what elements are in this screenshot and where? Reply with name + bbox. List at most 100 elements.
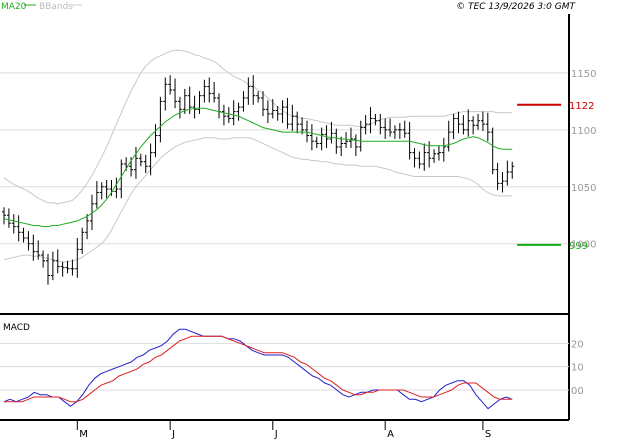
legend-ma20: MA20 xyxy=(1,2,27,12)
x-tick-label: S xyxy=(485,429,491,440)
ohlc-bar xyxy=(388,118,393,137)
ohlc-bar xyxy=(466,109,471,137)
ohlc-bar xyxy=(138,153,143,167)
ohlc-bar xyxy=(280,100,285,124)
ohlc-bar xyxy=(26,231,31,251)
ohlc-bar xyxy=(348,127,353,149)
ohlc-bar xyxy=(480,111,485,131)
ohlc-bar xyxy=(192,95,197,119)
ohlc-bar xyxy=(241,91,246,112)
ohlc-bar xyxy=(75,238,80,278)
ohlc-bar xyxy=(65,260,70,274)
price-panel: 1122 999 1000 1050 1100 1150 xyxy=(0,49,596,285)
ohlc-bar xyxy=(60,261,65,277)
ohlc-bar xyxy=(339,136,344,157)
ohlc-bar xyxy=(231,100,236,126)
ohlc-bar xyxy=(16,215,21,242)
ohlc-bar xyxy=(251,75,256,105)
price-levels: 1122 999 xyxy=(517,101,594,252)
ohlc-bar xyxy=(133,146,138,179)
ohlc-bar xyxy=(158,96,163,143)
ohlc-bar xyxy=(256,91,261,103)
ohlc-bar xyxy=(163,77,168,111)
ohlc-bar xyxy=(441,137,446,162)
ohlc-bar xyxy=(476,113,481,130)
ohlc-bar xyxy=(353,134,358,157)
ohlc-bar xyxy=(55,249,60,274)
price-tick-label: 1000 xyxy=(571,240,596,251)
price-tick-label: 1150 xyxy=(571,69,596,80)
legend-bbands: BBands xyxy=(39,2,73,12)
ohlc-bar xyxy=(173,78,178,109)
macd-title: MACD xyxy=(3,323,30,333)
ohlc-bar xyxy=(80,227,85,254)
ohlc-bar xyxy=(412,148,417,168)
ohlc-bar xyxy=(45,253,50,285)
ohlc-bar xyxy=(383,118,388,139)
ohlc-bar xyxy=(319,127,324,151)
ohlc-bar xyxy=(109,179,114,196)
ohlc-bar xyxy=(226,107,231,124)
ohlc-bar xyxy=(285,97,290,129)
ma20-line xyxy=(3,107,513,228)
ohlc-bar xyxy=(295,111,300,134)
price-tick-label: 1100 xyxy=(571,126,596,137)
ohlc-bar xyxy=(495,162,500,191)
ohlc-bar xyxy=(2,207,6,225)
ohlc-bar xyxy=(392,125,397,139)
macd-tick-label: 10 xyxy=(571,363,584,374)
ohlc-bar xyxy=(148,143,153,176)
price-grid xyxy=(0,72,569,245)
x-tick-label: M xyxy=(79,429,88,440)
ohlc-bar xyxy=(329,121,334,144)
macd-y-axis: 20 10 00 xyxy=(571,339,584,397)
ohlc-bars xyxy=(2,75,515,285)
ohlc-bar xyxy=(85,214,90,240)
ohlc-bar xyxy=(290,104,295,131)
ohlc-bar xyxy=(36,240,41,260)
bbands-lower-line xyxy=(3,137,513,263)
ohlc-bar xyxy=(99,182,104,200)
resistance-level-label: 1122 xyxy=(569,101,594,112)
support-level-label: 999 xyxy=(569,241,588,252)
ohlc-bar xyxy=(246,77,251,105)
ohlc-bar xyxy=(373,113,378,126)
ohlc-bar xyxy=(397,123,402,139)
ohlc-bar xyxy=(417,151,422,169)
ohlc-bar xyxy=(344,132,349,149)
macd-lines xyxy=(3,328,513,410)
x-tick-label: J xyxy=(171,429,175,440)
ohlc-bar xyxy=(217,93,222,119)
ohlc-bar xyxy=(500,171,505,193)
ohlc-bar xyxy=(358,120,363,152)
macd-panel: MACD 20 10 00 xyxy=(0,323,584,410)
macd-line xyxy=(3,328,513,410)
ohlc-bar xyxy=(432,149,437,163)
ohlc-bar xyxy=(104,179,109,199)
ohlc-bar xyxy=(6,208,11,228)
ohlc-bar xyxy=(471,116,476,135)
ohlc-bar xyxy=(119,159,124,199)
ohlc-bar xyxy=(407,121,412,160)
ohlc-bar xyxy=(304,120,309,143)
price-y-axis: 1000 1050 1100 1150 xyxy=(571,69,596,251)
ohlc-bar xyxy=(402,120,407,138)
ohlc-bar xyxy=(456,111,461,134)
macd-signal-line xyxy=(4,335,513,403)
ohlc-bar xyxy=(363,115,368,135)
ohlc-bar xyxy=(446,120,451,152)
ohlc-bar xyxy=(41,250,46,268)
ohlc-bar xyxy=(270,99,275,119)
ohlc-bar xyxy=(114,177,119,199)
ohlc-bar xyxy=(275,105,280,121)
ohlc-bar xyxy=(207,77,212,103)
ohlc-bar xyxy=(265,100,270,124)
chart-legend: MA20 BBands xyxy=(1,2,82,12)
ohlc-bar xyxy=(168,75,173,95)
ohlc-bar xyxy=(261,91,266,117)
ma20-path xyxy=(3,107,513,228)
ohlc-bar xyxy=(505,160,510,186)
ohlc-bar xyxy=(212,82,217,103)
ohlc-bar xyxy=(182,88,187,114)
